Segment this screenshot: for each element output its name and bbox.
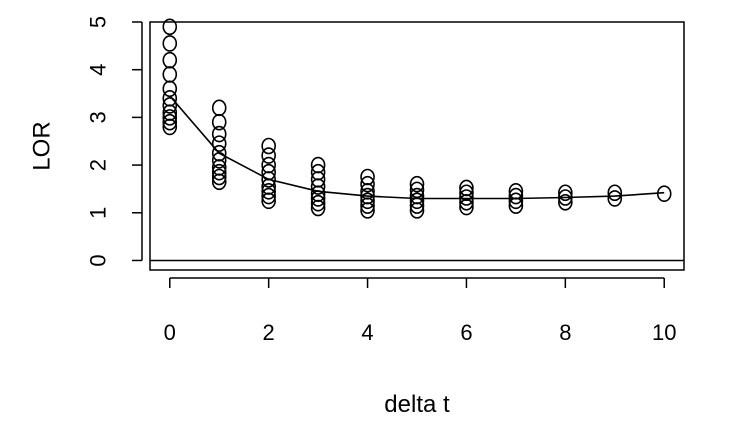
data-point bbox=[409, 192, 425, 210]
data-point bbox=[310, 163, 326, 181]
data-point bbox=[360, 175, 375, 193]
data-point bbox=[261, 137, 276, 155]
data-point bbox=[162, 113, 178, 131]
y-axis-title: LOR bbox=[29, 121, 56, 170]
data-point bbox=[211, 152, 227, 169]
data-point bbox=[162, 97, 178, 114]
data-point bbox=[558, 184, 573, 202]
data-point bbox=[211, 163, 227, 181]
data-point bbox=[162, 80, 178, 98]
data-point bbox=[607, 190, 623, 207]
data-point bbox=[459, 179, 474, 197]
y-axis: 0 1 2 3 4 5 bbox=[86, 16, 143, 267]
y-tick-label: 4 bbox=[86, 64, 111, 76]
y-tick-label: 3 bbox=[86, 111, 111, 123]
data-point bbox=[310, 194, 326, 212]
y-tick-label: 2 bbox=[86, 159, 111, 171]
data-point bbox=[261, 163, 276, 181]
data-point bbox=[508, 187, 524, 205]
data-point bbox=[310, 156, 326, 174]
data-point bbox=[261, 147, 276, 164]
x-tick-label: 4 bbox=[361, 320, 373, 345]
data-point bbox=[360, 187, 375, 205]
data-point bbox=[162, 35, 178, 52]
data-point bbox=[409, 175, 425, 193]
data-point bbox=[162, 51, 178, 69]
data-point bbox=[508, 192, 524, 210]
data-point bbox=[211, 168, 227, 186]
y-tick-label: 5 bbox=[86, 16, 111, 28]
data-point bbox=[409, 181, 425, 199]
data-point bbox=[162, 90, 178, 107]
data-point bbox=[310, 190, 326, 207]
data-point bbox=[459, 189, 474, 206]
x-tick-label: 8 bbox=[559, 320, 571, 345]
data-point bbox=[162, 18, 178, 36]
x-tick-label: 0 bbox=[164, 320, 176, 345]
data-point bbox=[558, 189, 573, 206]
data-point bbox=[459, 184, 474, 202]
data-point bbox=[261, 187, 276, 205]
x-axis-title: delta t bbox=[384, 391, 450, 418]
data-point bbox=[211, 135, 227, 152]
y-tick-label: 1 bbox=[86, 207, 111, 219]
data-point bbox=[409, 187, 425, 205]
y-tick-label: 0 bbox=[86, 254, 111, 266]
data-point bbox=[162, 66, 178, 83]
x-tick-label: 6 bbox=[460, 320, 472, 345]
data-point bbox=[360, 168, 375, 186]
data-point bbox=[558, 193, 573, 211]
data-points bbox=[162, 18, 672, 219]
plot-frame bbox=[149, 21, 685, 271]
data-point bbox=[211, 144, 227, 162]
data-point bbox=[607, 184, 623, 202]
x-tick-label: 2 bbox=[263, 320, 275, 345]
data-point bbox=[261, 156, 276, 174]
data-point bbox=[261, 183, 276, 200]
data-point bbox=[360, 192, 375, 210]
data-point bbox=[211, 113, 227, 131]
data-point bbox=[211, 99, 227, 117]
data-point bbox=[162, 109, 178, 126]
data-point bbox=[508, 183, 524, 200]
x-tick-label: 10 bbox=[652, 320, 676, 345]
x-axis: 0 2 4 6 8 10 bbox=[164, 277, 676, 345]
data-point bbox=[656, 185, 672, 202]
data-point bbox=[211, 125, 227, 143]
